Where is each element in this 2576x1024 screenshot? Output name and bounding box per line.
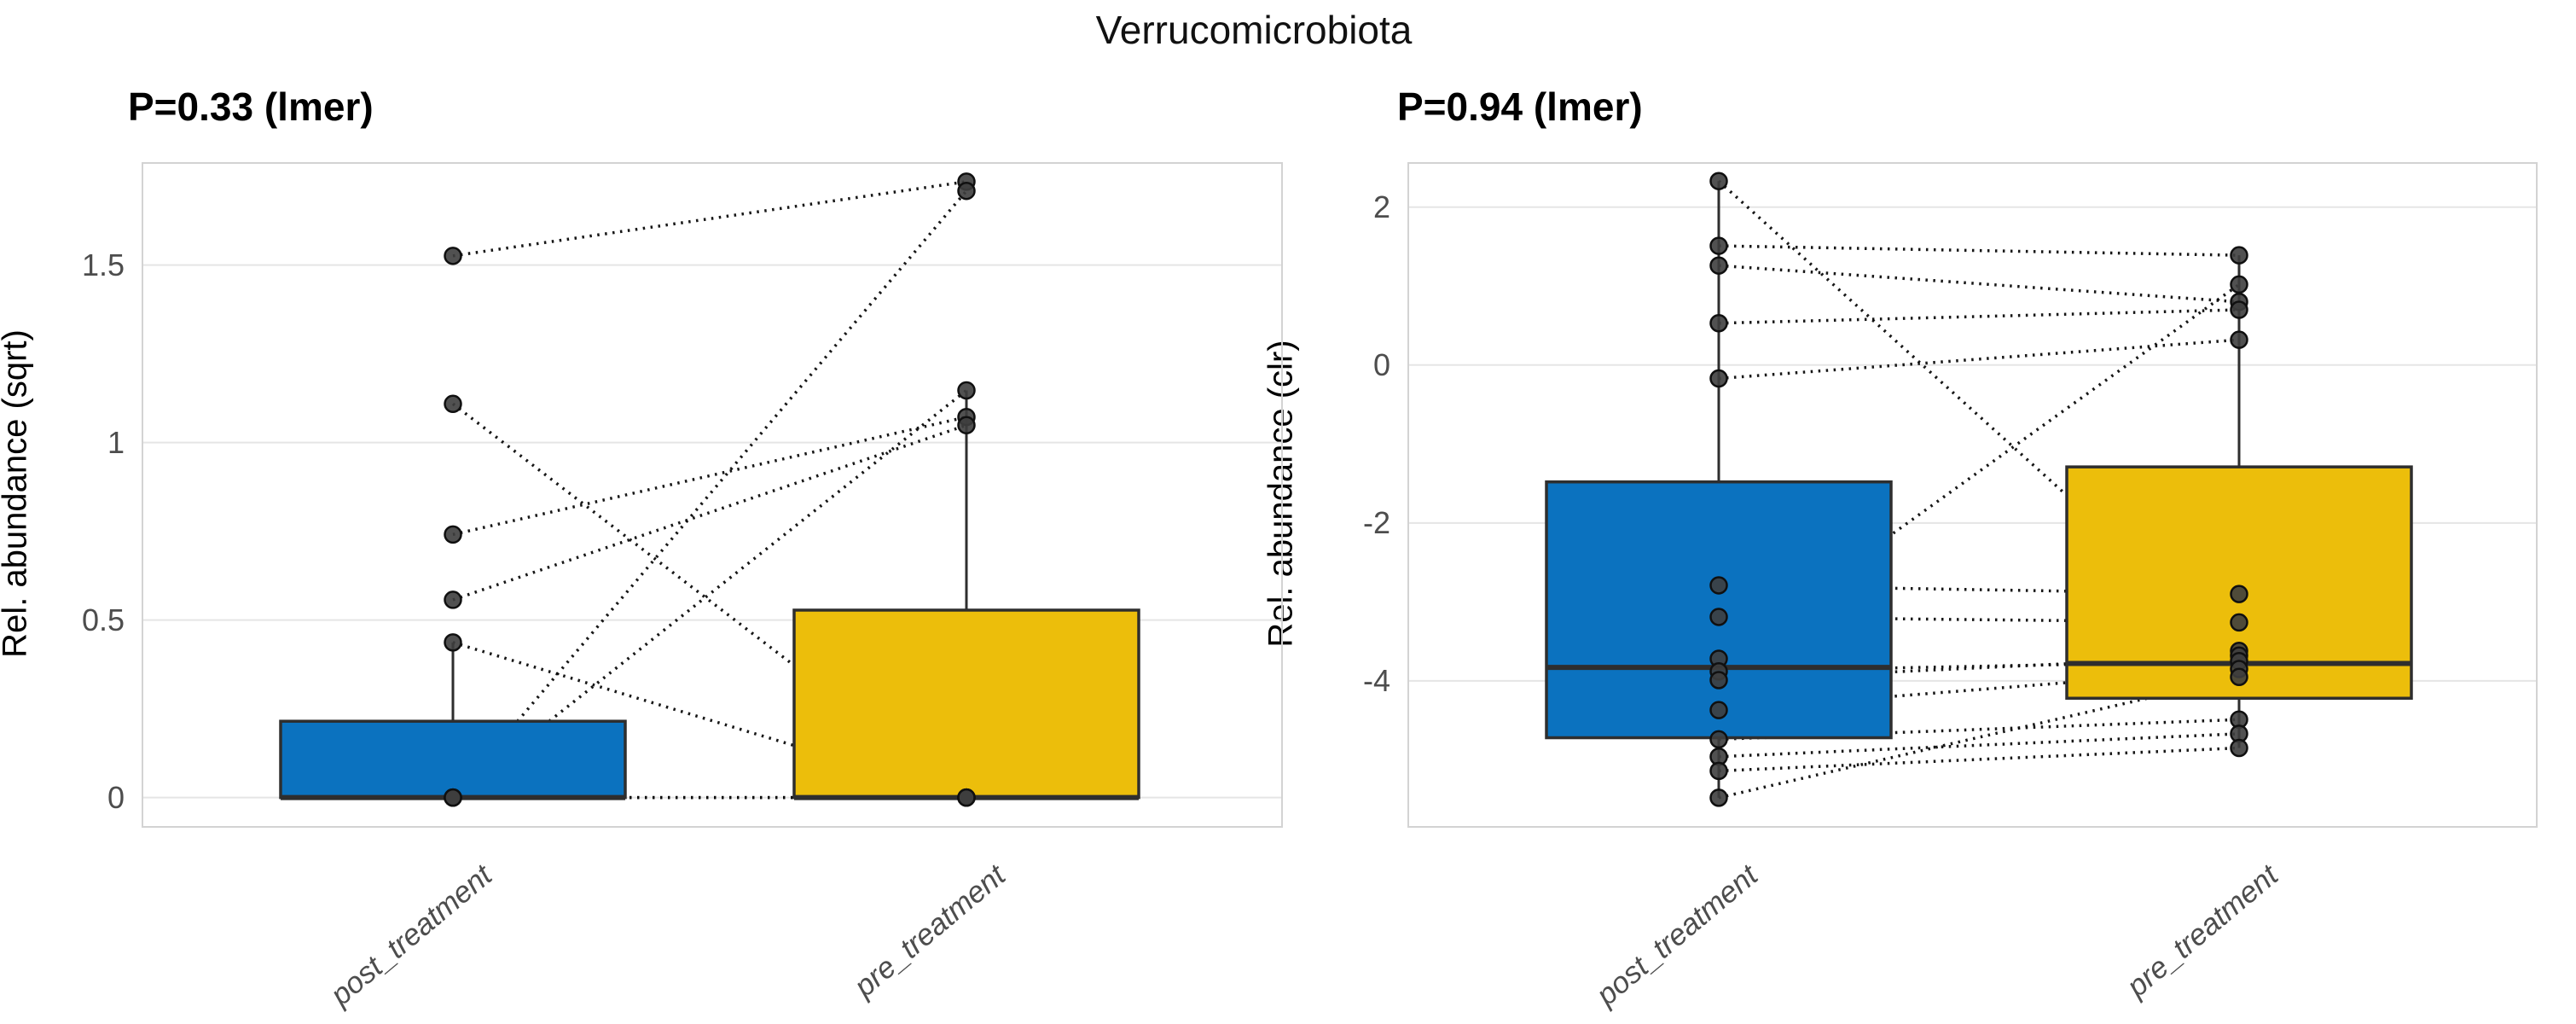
data-point	[2230, 300, 2248, 319]
data-point	[2230, 330, 2248, 349]
data-point	[1709, 701, 1728, 719]
data-point	[2230, 275, 2248, 294]
data-point	[2230, 738, 2248, 758]
data-point	[957, 381, 976, 400]
data-point	[1709, 369, 1728, 388]
pair-line	[1718, 338, 2240, 381]
data-point	[1709, 761, 1728, 781]
x-tick-label-post-treatment: post_treatment	[324, 858, 499, 1012]
pair-line	[452, 415, 967, 537]
plot-panel-clr	[1407, 162, 2538, 828]
data-point	[444, 633, 462, 652]
pair-line	[1718, 308, 2240, 325]
data-point	[2230, 585, 2248, 603]
plot-panel-sqrt	[142, 162, 1283, 828]
pair-line	[1718, 244, 2240, 257]
data-point	[444, 394, 462, 414]
y-tick-label: 1	[107, 424, 125, 460]
x-tick-label-post-treatment: post_treatment	[1590, 858, 1765, 1012]
data-point	[1709, 608, 1728, 626]
boxplot-canvas-left	[142, 162, 1283, 828]
chart-title: Verrucomicrobiota	[1095, 8, 1413, 52]
data-point	[444, 525, 462, 544]
pair-line	[452, 423, 967, 602]
box-post_treatment	[279, 719, 627, 800]
panel-border	[142, 162, 1283, 828]
panel-left-subtitle: P=0.33 (lmer)	[128, 84, 374, 129]
data-point	[444, 247, 462, 265]
data-point	[957, 788, 976, 807]
panel-border	[1407, 162, 2538, 828]
y-tick-label: 2	[1372, 189, 1390, 224]
data-point	[444, 788, 462, 807]
data-point	[2230, 667, 2248, 687]
data-point	[1709, 256, 1728, 275]
data-point	[2230, 613, 2248, 632]
data-point	[1709, 730, 1728, 749]
y-tick-label: 0	[107, 779, 125, 815]
data-point	[1709, 314, 1728, 333]
data-point	[1709, 671, 1728, 689]
data-point	[1709, 576, 1728, 595]
x-tick-label-pre-treatment: pre_treatment	[848, 858, 1012, 1004]
x-tick-label-pre-treatment: pre_treatment	[2121, 858, 2285, 1004]
pair-line	[1718, 264, 2240, 304]
pair-line	[451, 189, 968, 799]
y-tick-label: 0.5	[81, 602, 125, 637]
y-tick-label: -4	[1362, 662, 1390, 698]
y-tick-label: 1.5	[81, 247, 125, 282]
y-tick-label: 0	[1372, 346, 1390, 382]
y-tick-label: -2	[1362, 504, 1390, 540]
panel-right-subtitle: P=0.94 (lmer)	[1397, 84, 1643, 129]
data-point	[2230, 246, 2248, 265]
data-point	[957, 181, 976, 201]
box-pre_treatment	[792, 608, 1140, 800]
data-point	[1709, 236, 1728, 255]
pair-line	[1718, 746, 2240, 773]
pair-line	[452, 180, 967, 258]
data-point	[1709, 788, 1728, 807]
data-point	[957, 416, 976, 435]
boxplot-canvas-right	[1407, 162, 2538, 828]
data-point	[444, 591, 462, 609]
data-point	[1709, 172, 1728, 190]
